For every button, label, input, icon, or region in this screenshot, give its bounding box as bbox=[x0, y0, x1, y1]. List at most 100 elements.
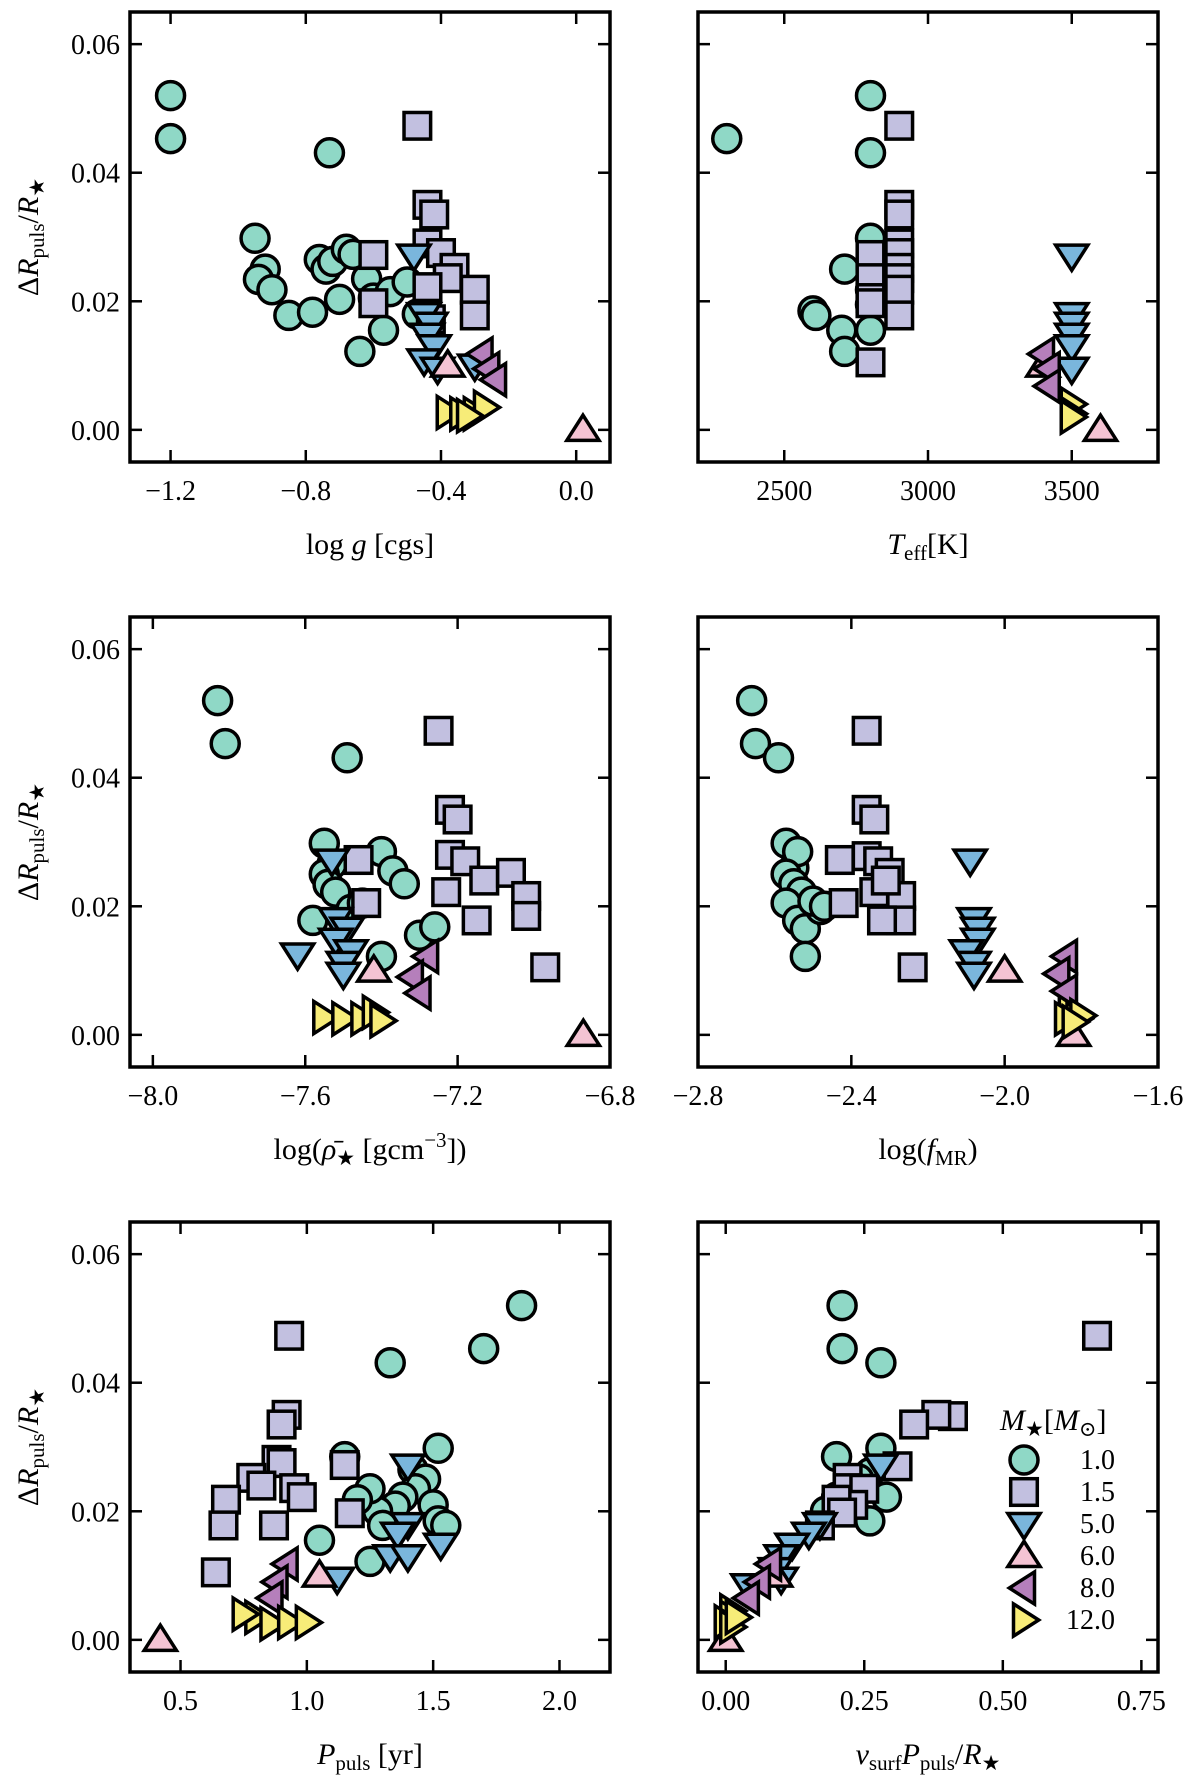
data-point-m6.0 bbox=[354, 952, 394, 983]
data-point-m1.5 bbox=[351, 888, 382, 919]
panel-p2: 2500 3000 3500 Teff[K] bbox=[696, 10, 1160, 565]
x-tick-label: −1.6 bbox=[1133, 1081, 1184, 1112]
y-tick-label: 0.06 bbox=[71, 1240, 120, 1271]
data-point-m12.0 bbox=[724, 1598, 755, 1637]
data-point-m1.5 bbox=[824, 844, 855, 876]
axes-frame bbox=[696, 1220, 1160, 1674]
data-point-m12.0 bbox=[294, 1603, 325, 1642]
data-point-m1.5 bbox=[459, 274, 490, 305]
data-point-m1.0 bbox=[154, 122, 187, 155]
data-point-m1.0 bbox=[854, 137, 887, 169]
x-tick-label: −7.6 bbox=[280, 1081, 331, 1112]
data-point-m1.5 bbox=[461, 905, 492, 936]
y-tick-label: 0.06 bbox=[71, 30, 120, 61]
data-points bbox=[735, 684, 1100, 1048]
x-tick-label: 2.0 bbox=[542, 1686, 577, 1717]
x-tick-label: −2.0 bbox=[979, 1081, 1030, 1112]
data-point-m1.0 bbox=[505, 1289, 538, 1322]
data-point-m5.0 bbox=[394, 243, 434, 274]
data-point-m5.0 bbox=[312, 848, 352, 879]
data-point-m1.0 bbox=[711, 122, 743, 155]
data-point-m12.0 bbox=[1059, 397, 1090, 437]
data-points bbox=[711, 79, 1120, 443]
legend-marker-1.0 bbox=[1008, 1444, 1040, 1476]
data-point-m1.5 bbox=[329, 1449, 360, 1481]
data-point-m6.0 bbox=[564, 1016, 603, 1048]
y-tick-label: 0.06 bbox=[71, 635, 120, 666]
legend-label: 1.0 bbox=[1080, 1445, 1115, 1476]
y-tick-label: 0.00 bbox=[71, 1021, 120, 1052]
data-point-m1.5 bbox=[828, 888, 859, 919]
data-point-m1.5 bbox=[258, 1510, 290, 1541]
data-point-m1.5 bbox=[851, 715, 882, 746]
data-point-m1.5 bbox=[358, 288, 389, 319]
data-point-m1.0 bbox=[739, 727, 772, 760]
data-point-m1.5 bbox=[866, 905, 898, 936]
legend-label: 6.0 bbox=[1080, 1541, 1115, 1572]
data-point-m1.0 bbox=[239, 222, 271, 255]
data-point-m1.5 bbox=[402, 110, 433, 141]
data-point-m1.0 bbox=[865, 1347, 897, 1379]
data-point-m1.5 bbox=[884, 300, 915, 331]
x-tick-label: 0.50 bbox=[978, 1686, 1027, 1717]
x-axis-label: log(ρ̄★ [gcm−3]) bbox=[273, 1128, 466, 1170]
data-point-m12.0 bbox=[331, 999, 362, 1039]
x-tick-label: −8.0 bbox=[127, 1081, 178, 1112]
x-tick-label: −7.2 bbox=[432, 1081, 483, 1112]
data-point-m6.0 bbox=[141, 1621, 180, 1653]
data-point-m5.0 bbox=[1052, 356, 1092, 387]
data-point-m5.0 bbox=[861, 1453, 901, 1484]
data-points bbox=[141, 1289, 538, 1653]
data-point-m8.0 bbox=[1040, 954, 1071, 994]
data-point-m1.5 bbox=[274, 1320, 305, 1351]
data-point-m1.0 bbox=[854, 79, 887, 112]
data-point-m1.0 bbox=[209, 727, 241, 760]
y-tick-label: 0.02 bbox=[71, 287, 120, 318]
data-points bbox=[201, 684, 603, 1048]
x-axis-label: Ppuls [yr] bbox=[316, 1738, 423, 1775]
panel-p3: −8.0 −7.6 −7.2 −6.8 0.00 0.02 0.04 0.06 log(ρ̄★ … bbox=[12, 615, 635, 1170]
data-point-m1.0 bbox=[154, 79, 187, 112]
x-tick-label: −0.4 bbox=[416, 476, 467, 507]
y-tick-label: 0.00 bbox=[71, 416, 120, 447]
data-point-m1.0 bbox=[789, 940, 822, 973]
legend-marker-8.0 bbox=[1006, 1568, 1037, 1608]
y-tick-label: 0.00 bbox=[71, 1626, 120, 1657]
data-point-m1.5 bbox=[884, 274, 915, 305]
data-point-m5.0 bbox=[421, 1532, 461, 1563]
y-axis-label: ΔRpuls/R★ bbox=[12, 783, 49, 901]
data-point-m1.5 bbox=[200, 1557, 231, 1588]
data-point-m12.0 bbox=[276, 1603, 308, 1642]
data-point-m1.5 bbox=[343, 844, 374, 876]
x-tick-label: −0.8 bbox=[280, 476, 331, 507]
axes-frame bbox=[128, 10, 612, 464]
legend-entry-8.0: 8.0 bbox=[1006, 1568, 1115, 1608]
data-point-m12.0 bbox=[455, 396, 486, 436]
data-point-m5.0 bbox=[278, 942, 317, 973]
legend-entry-1.5: 1.5 bbox=[1008, 1476, 1115, 1508]
data-point-m1.0 bbox=[800, 299, 832, 332]
legend-marker-12.0 bbox=[1011, 1600, 1042, 1640]
axes-frame bbox=[128, 1220, 612, 1674]
data-point-m1.5 bbox=[530, 952, 561, 983]
data-point-m1.5 bbox=[459, 300, 490, 331]
data-point-m12.0 bbox=[259, 1604, 290, 1644]
data-point-m1.0 bbox=[388, 868, 421, 900]
data-point-m5.0 bbox=[324, 961, 363, 992]
data-point-m5.0 bbox=[950, 848, 990, 879]
x-tick-label: −1.2 bbox=[145, 476, 196, 507]
data-point-m1.5 bbox=[266, 1409, 297, 1440]
legend-entry-1.0: 1.0 bbox=[1008, 1444, 1115, 1476]
data-point-m1.5 bbox=[855, 288, 886, 319]
legend-entry-12.0: 12.0 bbox=[1011, 1600, 1115, 1640]
legend-marker-6.0 bbox=[1004, 1538, 1044, 1569]
panel-grid: −1.2 −0.8 −0.4 0.0 0.00 0.02 0.04 0.06 log g [cg… bbox=[12, 10, 1184, 1775]
x-axis-label: log(fMR) bbox=[878, 1133, 977, 1170]
data-point-m1.5 bbox=[412, 272, 443, 303]
y-tick-label: 0.04 bbox=[71, 159, 120, 190]
x-tick-label: 2500 bbox=[756, 476, 812, 507]
data-point-m1.5 bbox=[899, 1409, 930, 1440]
y-tick-label: 0.02 bbox=[71, 892, 120, 923]
data-point-m1.0 bbox=[826, 1332, 858, 1365]
